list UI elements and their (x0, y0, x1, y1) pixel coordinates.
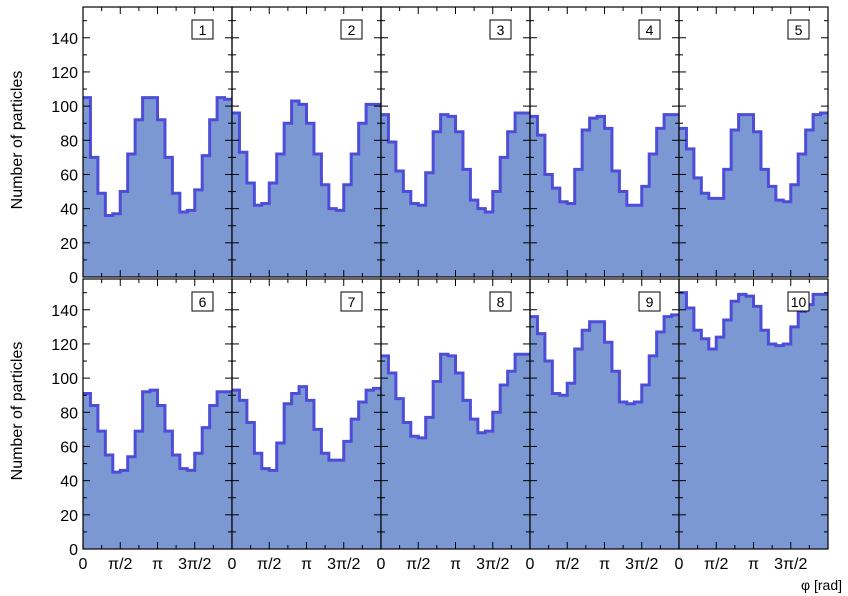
panel-label: 8 (497, 294, 505, 310)
x-tick-label: π/2 (704, 556, 728, 573)
panel-label: 4 (646, 22, 654, 38)
y-tick-label: 60 (60, 439, 78, 456)
x-tick-label: 0 (228, 556, 237, 573)
panel-2: 2 (231, 6, 382, 278)
histogram-fill (530, 114, 679, 277)
histogram-line (530, 113, 679, 207)
y-tick-label: 20 (60, 508, 78, 525)
x-tick-label: 3π/2 (476, 556, 509, 573)
x-tick-label: 3π/2 (774, 556, 807, 573)
panel-label-box (787, 19, 810, 40)
x-tick-label: π/2 (257, 556, 281, 573)
panel-label: 9 (646, 294, 654, 310)
y-tick-label: 0 (69, 542, 78, 559)
panel-4: 4 (529, 6, 680, 278)
x-tick-label: 3π/2 (327, 556, 360, 573)
histogram-fill (679, 112, 828, 277)
y-tick-label: 100 (51, 99, 78, 116)
x-tick-label: π/2 (108, 556, 132, 573)
panel-label-box (340, 19, 363, 40)
x-tick-label: 3π/2 (625, 556, 658, 573)
histogram-fill (83, 390, 232, 549)
histogram-line (232, 385, 381, 472)
y-tick-label: 100 (51, 371, 78, 388)
y-tick-label: 120 (51, 337, 78, 354)
panel-1: 1 0 20 40 60 80 100 120 140 (51, 6, 233, 287)
x-tick-label: 0 (675, 556, 684, 573)
y-tick-label: 60 (60, 167, 78, 184)
histogram-line (679, 291, 828, 351)
y-tick-label: 80 (60, 405, 78, 422)
x-tick-label: π (748, 556, 759, 573)
histogram-fill (381, 354, 530, 549)
x-tick-label: 0 (79, 556, 88, 573)
histogram-fill (381, 112, 530, 277)
histogram-line (381, 352, 530, 440)
panel-label: 2 (348, 22, 356, 38)
panel-label: 5 (795, 22, 803, 38)
panel-label-box (638, 291, 661, 312)
histogram-line (83, 388, 232, 474)
panel-label: 7 (348, 294, 356, 310)
y-tick-label: 80 (60, 133, 78, 150)
y-tick-label: 20 (60, 236, 78, 253)
panel-5: 5 (678, 6, 829, 278)
y-tick-label: 120 (51, 65, 78, 82)
histogram-fill (232, 386, 381, 549)
panel-label-box (340, 291, 363, 312)
panel-label-box (191, 19, 214, 40)
histogram-fill (83, 97, 232, 277)
histogram-fill (232, 100, 381, 278)
histogram-line (530, 313, 679, 406)
y-tick-label: 40 (60, 202, 78, 219)
y-tick-label: 0 (69, 270, 78, 287)
panel-label-box (638, 19, 661, 40)
panel-8: 8 0 π/2 π 3π/2 (377, 278, 531, 573)
y-tick-label: 140 (51, 31, 78, 48)
panel-label: 1 (199, 22, 207, 38)
panel-label-box (191, 291, 214, 312)
x-tick-label: π (152, 556, 163, 573)
x-tick-label: 3π/2 (178, 556, 211, 573)
y-axis-label-top: Number of particles (9, 71, 26, 210)
panel-7: 7 0 π/2 π 3π/2 (228, 278, 382, 573)
y-axis-label-bottom: Number of particles (9, 342, 26, 481)
x-tick-label: π (301, 556, 312, 573)
panel-label: 3 (497, 22, 505, 38)
y-tick-label: 140 (51, 303, 78, 320)
x-tick-label: π/2 (406, 556, 430, 573)
panel-label: 6 (199, 294, 207, 310)
panel-10: 10 0 π/2 π 3π/2 (675, 278, 829, 573)
histogram-line (83, 96, 232, 217)
x-tick-label: π (599, 556, 610, 573)
histogram-line (232, 99, 381, 212)
histogram-fill (679, 292, 828, 549)
histogram-line (381, 111, 530, 214)
panel-label-box (489, 291, 512, 312)
panel-label-box (787, 291, 810, 312)
panel-3: 3 (380, 6, 531, 278)
panel-label: 10 (791, 294, 807, 310)
panel-9: 9 0 π/2 π 3π/2 (526, 278, 680, 573)
x-tick-label: π (450, 556, 461, 573)
x-axis-label: φ [rad] (801, 577, 842, 593)
histogram-line (679, 111, 828, 204)
x-tick-label: 0 (526, 556, 535, 573)
x-tick-label: 0 (377, 556, 386, 573)
histogram-fill (530, 314, 679, 549)
y-tick-label: 40 (60, 474, 78, 491)
panel-label-box (489, 19, 512, 40)
x-tick-label: π/2 (555, 556, 579, 573)
